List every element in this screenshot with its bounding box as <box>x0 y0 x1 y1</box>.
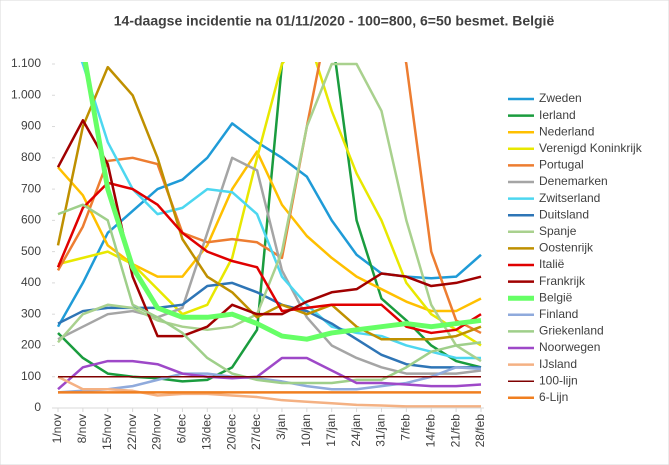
x-tick-label: 13/dec <box>199 414 213 450</box>
y-tick-label: 600 <box>21 213 41 227</box>
x-tick-label: 7/feb <box>399 414 413 441</box>
legend-label: Nederland <box>539 124 594 138</box>
series-line <box>56 181 482 335</box>
legend-label: Denemarken <box>539 174 608 188</box>
y-tick-label: 1.000 <box>11 87 41 101</box>
legend-label: Noorwegen <box>539 340 600 354</box>
legend-label: 6-Lijn <box>539 390 568 404</box>
x-tick-label: 3/jan <box>274 414 288 440</box>
legend-label: Spanje <box>539 224 577 238</box>
x-tick-label: 14/feb <box>423 414 437 448</box>
legend-label: Griekenland <box>539 324 604 338</box>
legend-label: Frankrijk <box>539 274 586 288</box>
y-tick-label: 1.100 <box>11 56 41 70</box>
legend-label: Duitsland <box>539 207 589 221</box>
series-line <box>82 62 482 342</box>
x-tick-label: 22/nov <box>125 414 139 450</box>
legend-label: Ierland <box>539 108 576 122</box>
x-tick-label: 15/nov <box>100 414 114 450</box>
series-line <box>56 62 482 335</box>
x-tick-label: 28/feb <box>473 414 487 448</box>
series-line <box>57 156 482 375</box>
legend-label: Zweden <box>539 91 582 105</box>
series-line <box>56 65 482 341</box>
series-line <box>57 356 482 391</box>
chart-title: 14-daagse incidentie na 01/11/2020 - 100… <box>114 13 555 29</box>
legend-label: Italië <box>539 257 565 271</box>
y-tick-label: 300 <box>21 306 41 320</box>
x-tick-label: 24/jan <box>349 414 363 447</box>
x-tick-label: 20/dec <box>224 414 238 450</box>
legend-label: Portugal <box>539 158 584 172</box>
legend-label: Verenigd Koninkrijk <box>539 141 643 155</box>
x-tick-label: 31/jan <box>374 414 388 447</box>
y-tick-label: 900 <box>21 119 41 133</box>
y-tick-label: 100 <box>21 369 41 383</box>
y-tick-label: 800 <box>21 150 41 164</box>
legend-label: Zwitserland <box>539 191 600 205</box>
legend-label: Finland <box>539 307 578 321</box>
series-line <box>57 62 482 363</box>
legend-label: IJsland <box>539 357 577 371</box>
series-line <box>80 62 481 360</box>
x-tick-label: 29/nov <box>150 414 164 450</box>
y-tick-label: 700 <box>21 181 41 195</box>
series-line <box>57 203 482 385</box>
legend-label: België <box>539 290 573 304</box>
legend-label: 100-lijn <box>539 373 578 387</box>
y-tick-label: 400 <box>21 275 41 289</box>
x-tick-label: 10/jan <box>299 414 313 447</box>
legend-label: Oostenrijk <box>539 241 594 255</box>
x-tick-label: 27/dec <box>249 414 263 450</box>
x-tick-label: 6/dec <box>175 414 189 443</box>
series-line <box>57 375 481 408</box>
x-tick-label: 1/nov <box>50 414 64 443</box>
plot-area <box>56 62 482 408</box>
x-tick-label: 8/nov <box>75 414 89 443</box>
x-tick-label: 17/jan <box>324 414 338 447</box>
y-tick-label: 500 <box>21 244 41 258</box>
y-tick-label: 200 <box>21 338 41 352</box>
x-tick-label: 21/feb <box>448 414 462 448</box>
y-tick-label: 0 <box>34 400 41 414</box>
series-line <box>57 366 482 394</box>
